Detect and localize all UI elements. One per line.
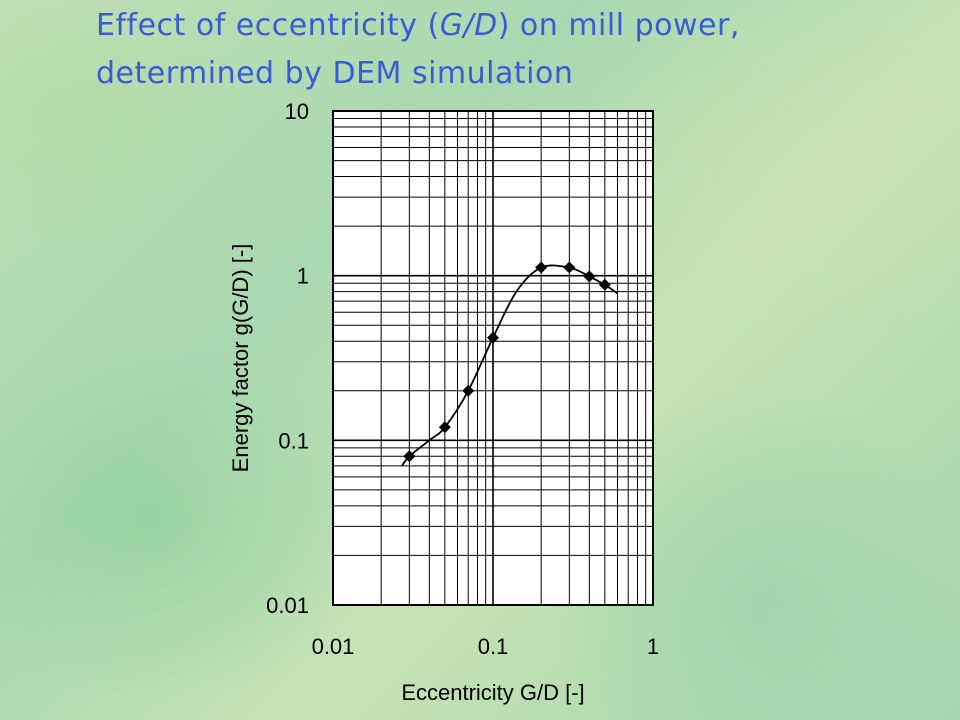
y-axis-title: Energy factor g(G/D) [-] [228, 244, 253, 473]
title-text-italic: G/D [439, 8, 498, 43]
slide-title: Effect of eccentricity (G/D) on mill pow… [96, 2, 936, 98]
y-tick-labels: 10 1 0.1 0.01 [266, 99, 309, 618]
data-point [535, 261, 548, 274]
x-axis-title: Eccentricity G/D [-] [401, 680, 584, 705]
y-tick-label: 0.01 [266, 593, 309, 618]
x-tick-label: 1 [647, 634, 659, 659]
plot-frame [332, 110, 654, 606]
title-text-c: determined by DEM simulation [96, 56, 574, 91]
y-tick-label: 10 [285, 99, 309, 124]
data-markers [403, 261, 611, 463]
data-point [438, 421, 451, 434]
data-point [487, 331, 499, 344]
data-point [583, 270, 596, 283]
data-point [563, 261, 576, 274]
x-tick-labels: 0.01 0.1 1 [312, 634, 660, 659]
y-tick-label: 1 [297, 264, 309, 289]
title-text-a: Effect of eccentricity ( [96, 8, 440, 43]
data-point [403, 450, 416, 463]
x-tick-label: 0.01 [312, 634, 355, 659]
title-text-b: ) on mill power, [497, 8, 740, 43]
data-point [462, 384, 475, 397]
x-tick-label: 0.1 [478, 634, 509, 659]
data-point [598, 278, 611, 291]
y-tick-label: 0.1 [278, 428, 309, 453]
